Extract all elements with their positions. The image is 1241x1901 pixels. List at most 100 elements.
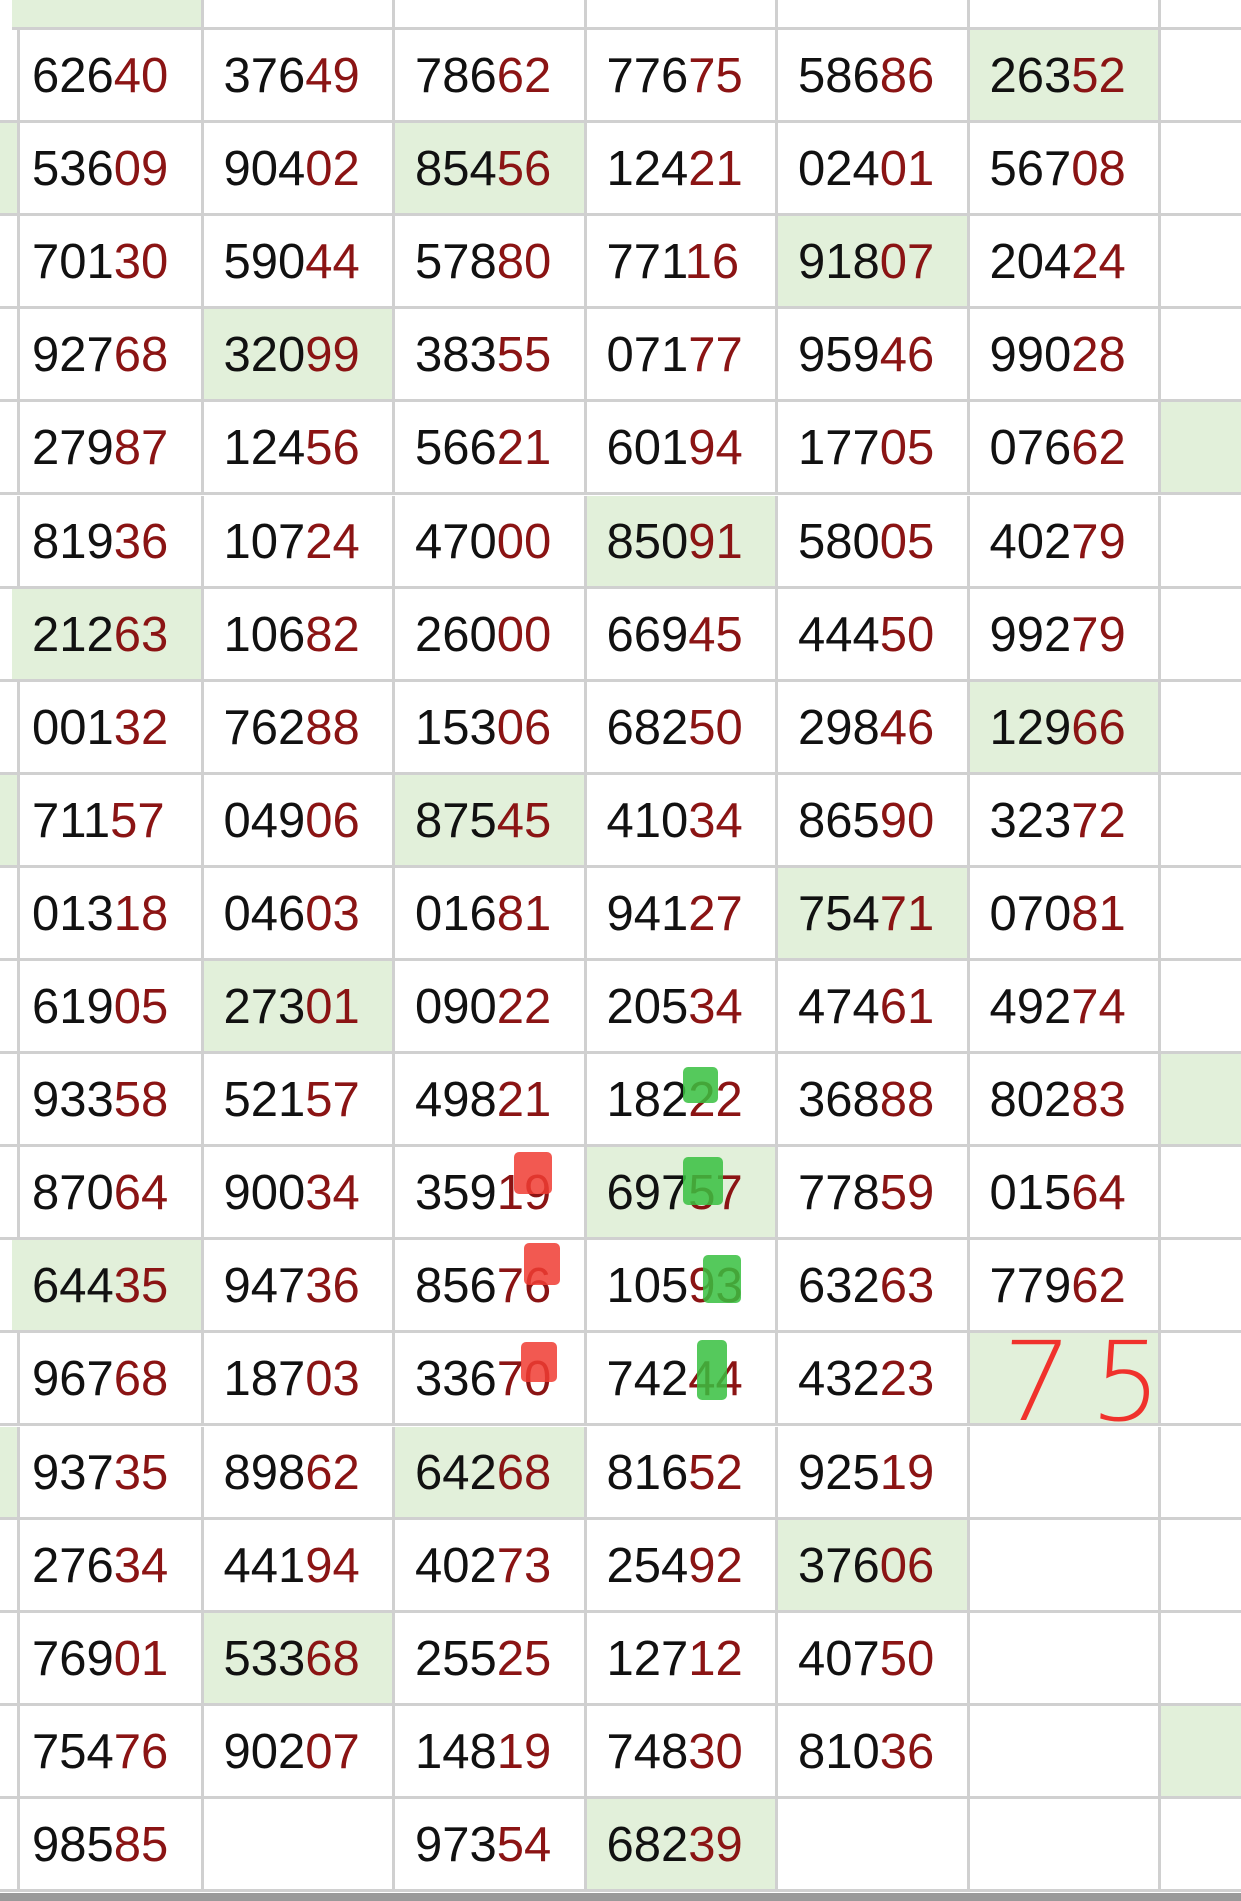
cell [1161, 30, 1241, 124]
digits: 12 [688, 1631, 743, 1686]
digits: 106 [223, 607, 306, 662]
digits: 62 [496, 49, 552, 103]
digits: 05 [113, 980, 169, 1034]
digits: 32 [113, 700, 169, 755]
cell [1161, 682, 1241, 775]
digits: 06 [305, 793, 360, 848]
digits: 74 [1071, 980, 1126, 1034]
cell: 57880 [395, 216, 587, 310]
digits: 81 [496, 886, 552, 941]
cell: 37606 [778, 1519, 970, 1613]
digits: 769 [32, 1631, 114, 1686]
cell: 35919 [395, 1147, 587, 1241]
cell [1161, 402, 1241, 496]
cell [969, 1798, 1161, 1892]
cell: 81036 [778, 1705, 970, 1799]
cell [0, 1612, 20, 1706]
cell: 75476 [12, 1705, 204, 1799]
cell: 43223 [778, 1333, 970, 1427]
digits: 049 [223, 793, 306, 848]
cell: 33670 [395, 1333, 587, 1427]
cell: 20424 [969, 216, 1161, 310]
cell [0, 1426, 20, 1520]
cell: 62640 [12, 30, 204, 124]
digits: 187 [223, 1352, 306, 1407]
digits: 50 [879, 1631, 935, 1686]
cell: 04906 [203, 774, 395, 868]
digits: 01 [305, 980, 360, 1034]
cell: 68250 [586, 681, 778, 775]
cell [1161, 1799, 1241, 1892]
digits: 701 [32, 235, 114, 290]
cell: 25525 [395, 1612, 587, 1706]
digits: 22 [496, 980, 552, 1034]
digits: 013 [32, 886, 114, 941]
digits: 23 [879, 1352, 935, 1407]
cell: 01318 [12, 867, 204, 961]
digits: 070 [989, 886, 1072, 941]
cell: 78662 [395, 30, 587, 124]
digits: 323 [989, 793, 1072, 848]
digits: 36 [305, 1259, 360, 1314]
cell: 47461 [778, 961, 970, 1055]
cell [0, 1798, 20, 1892]
digits: 776 [606, 49, 689, 103]
digits: 754 [32, 1724, 114, 1779]
digits: 578 [415, 235, 497, 290]
cell: 94736 [203, 1240, 395, 1334]
cell: 59044 [203, 216, 395, 310]
digits: 376 [798, 1538, 880, 1593]
cell: 56708 [969, 123, 1161, 217]
red-mark [524, 1243, 560, 1285]
cell [0, 402, 20, 496]
digits: 24 [1071, 235, 1126, 290]
cell: 99279 [969, 588, 1161, 682]
digits: 56 [496, 142, 552, 197]
cell: 26352 [969, 30, 1161, 124]
digits: 642 [415, 1445, 497, 1500]
digits: 902 [223, 1724, 306, 1779]
cell: 77116 [586, 216, 778, 310]
digits: 580 [798, 514, 880, 569]
digits: 046 [223, 886, 306, 941]
digits: 92 [688, 1538, 743, 1593]
digits: 124 [223, 421, 306, 476]
digits: 985 [32, 1817, 114, 1872]
digits: 205 [606, 980, 689, 1034]
digits: 30 [113, 235, 169, 290]
digits: 66 [1071, 700, 1126, 755]
digits: 46 [879, 700, 935, 755]
cell: 09022 [395, 961, 587, 1055]
cell [0, 961, 20, 1055]
cell: 29846 [778, 681, 970, 775]
bottom-bar [0, 1893, 1241, 1901]
digits: 376 [223, 49, 306, 103]
digits: 36 [879, 1724, 935, 1779]
digits: 27 [688, 886, 743, 941]
cell [1161, 1147, 1241, 1241]
digits: 68 [113, 328, 169, 383]
digits: 444 [798, 607, 880, 662]
cell: 90402 [203, 123, 395, 217]
cell [0, 774, 20, 868]
digits: 02 [305, 142, 360, 197]
red-mark [521, 1342, 557, 1382]
digits: 86 [879, 49, 935, 103]
cell: 76901 [12, 1612, 204, 1706]
digits: 407 [798, 1631, 880, 1686]
cell: 04603 [203, 867, 395, 961]
cell: 26000 [395, 588, 587, 682]
cell: 21263 [12, 588, 204, 682]
digits: 947 [223, 1259, 306, 1314]
digits: 076 [989, 421, 1072, 476]
cell [969, 1612, 1161, 1706]
cell [1161, 1520, 1241, 1613]
cell: 81652 [586, 1426, 778, 1520]
digits: 87 [113, 421, 169, 476]
digits: 46 [879, 328, 935, 383]
cell [0, 1054, 20, 1148]
digits: 273 [223, 980, 306, 1034]
cell: 15306 [395, 681, 587, 775]
digits: 492 [989, 980, 1072, 1034]
cell: 92519 [778, 1426, 970, 1520]
